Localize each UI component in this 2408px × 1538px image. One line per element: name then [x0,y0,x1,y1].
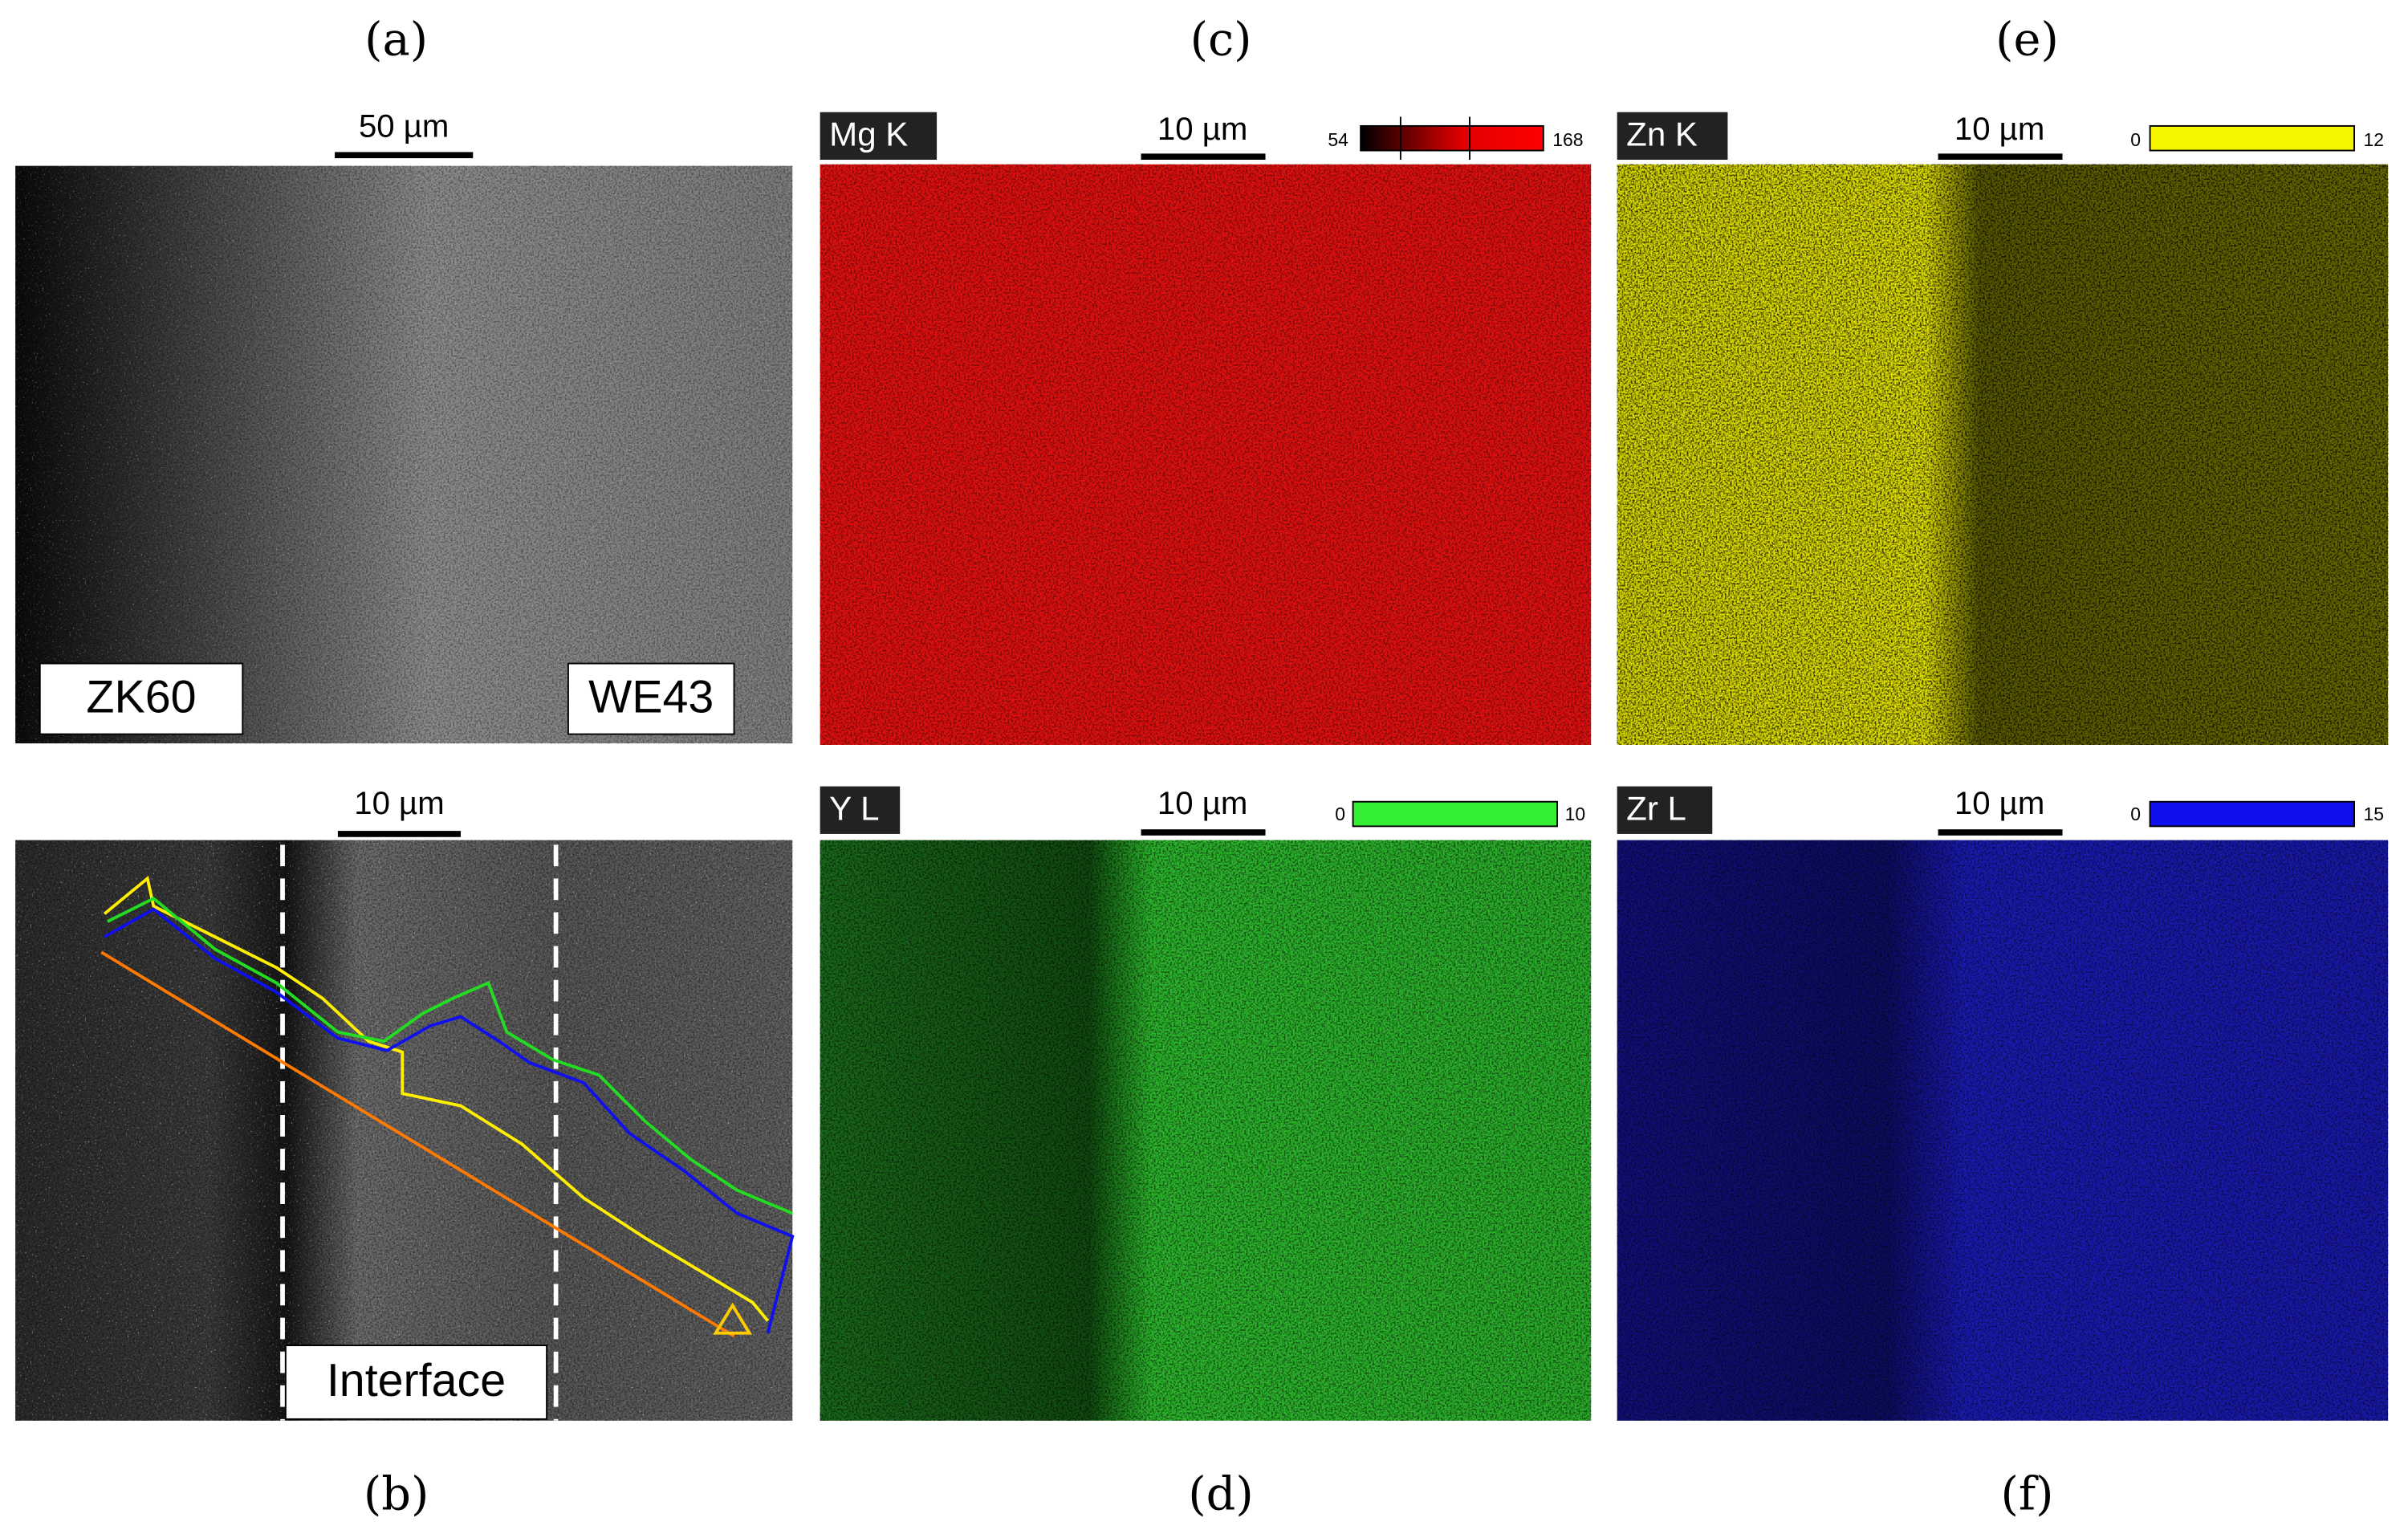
scale-bar-label: 50 µm [359,108,449,144]
element-box [820,112,938,161]
colorbar-min: 0 [2130,804,2141,824]
tag-box [284,1345,548,1420]
scan-end-marker [713,1302,753,1335]
panel-a: (a) 50 µm ZK60 WE43 [15,13,793,744]
scale-bar-label: 10 µm [1954,785,2044,821]
panel-label: (e) [1995,13,2059,67]
scan-line [100,950,735,1338]
panel-label: (f) [2001,1467,2054,1520]
element-box [1617,786,1713,834]
colorbar-min: 0 [2130,129,2141,150]
texture [15,165,793,744]
texture [820,164,1592,745]
scale-bar [1938,829,2063,836]
scale-bar [1938,153,2063,161]
scale-bar [335,152,474,159]
panel-label: (b) [364,1467,429,1520]
scale-bar-label: 10 µm [1954,111,2044,147]
zinc-profile [104,907,795,1334]
colorbar [2149,800,2355,828]
element-label: Zr L [1626,789,1686,827]
element-label: Y L [829,789,879,827]
scale-bar-label: 10 µm [1157,111,1247,147]
tag: WE43 [588,672,714,723]
panel-e: (e) Zn K 10 µm 0 12 [1617,13,2389,745]
tag-box [39,662,244,735]
scale-bar [1141,829,1266,836]
panel-label: (c) [1190,13,1252,67]
texture [1617,164,2389,745]
scale-bar [337,831,461,837]
colorbar [1352,800,1559,828]
panel-b: (b) 10 µm Interface [15,785,795,1520]
panel-d: (d) Y L 10 µm 0 10 [820,785,1592,1520]
colorbar [1360,124,1544,152]
panel-f: (f) Zr L 10 µm 0 15 [1617,785,2389,1520]
colorbar [2149,124,2355,152]
panel-c: (c) Mg K 10 µm 54 168 [820,13,1592,745]
colorbar-max: 12 [2364,129,2385,150]
scale-bar [1141,153,1266,161]
panel-label: (a) [364,13,428,67]
colorbar-max: 10 [1565,804,1586,824]
element-label: Mg K [829,115,908,153]
colorbar-max: 15 [2364,804,2385,824]
magnesium-profile [107,897,793,1215]
scale-bar-label: 10 µm [354,785,444,821]
element-box [820,786,901,834]
texture [15,840,793,1421]
element-box [1617,112,1728,161]
colorbar-min: 54 [1328,129,1348,150]
element-label: Zn K [1626,115,1698,153]
panel-label: (d) [1188,1467,1254,1520]
colorbar-max: 168 [1552,129,1583,150]
tag-box [567,662,735,735]
yttrium-profile [103,875,770,1322]
colorbar-min: 0 [1335,804,1345,824]
texture [1617,840,2389,1421]
tag: ZK60 [86,672,196,723]
scale-bar-label: 10 µm [1157,785,1247,821]
texture [820,840,1592,1421]
tag: Interface [327,1355,506,1406]
